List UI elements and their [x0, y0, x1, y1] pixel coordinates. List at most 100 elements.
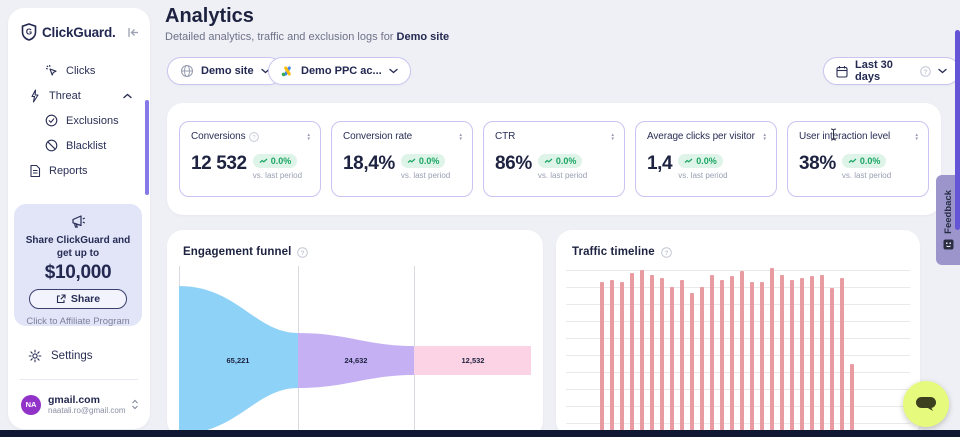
promo-text: Share ClickGuard and get up to	[25, 235, 131, 259]
engagement-funnel-chart: 65,221 24,632 12,532	[179, 266, 531, 437]
sort-icon[interactable]: ▲ ▼	[306, 131, 311, 141]
account-email: naatali.ro@gmail.com	[48, 406, 126, 416]
traffic-bar	[780, 275, 784, 437]
sidebar-item-reports[interactable]: Reports	[8, 158, 150, 183]
traffic-bar	[740, 271, 744, 437]
funnel-card-title: Engagement funnel ?	[167, 230, 543, 258]
traffic-bar	[710, 275, 714, 437]
traffic-bar	[840, 278, 844, 437]
kpi-label: Average clicks per visitor	[647, 131, 755, 142]
page-subtitle: Detailed analytics, traffic and exclusio…	[165, 31, 449, 43]
calendar-icon	[836, 65, 848, 78]
kpi-period: vs. last period	[252, 171, 303, 180]
sidebar-item-label: Blacklist	[66, 139, 107, 152]
help-circle-icon: ?	[920, 65, 931, 77]
traffic-bar	[620, 282, 624, 437]
date-range-dropdown[interactable]: Last 30 days ?	[823, 57, 960, 85]
kpi-period: vs. last period	[537, 171, 588, 180]
funnel-stage-2[interactable]	[298, 333, 414, 388]
sort-icon[interactable]: ▲ ▼	[762, 131, 767, 141]
svg-text:?: ?	[664, 249, 668, 256]
gridline	[566, 338, 910, 339]
page-scrollbar-thumb[interactable]	[955, 30, 960, 230]
kpi-panel: Conversions ? ▲ ▼ 12 532 0.0% vs. last pe…	[167, 103, 941, 215]
funnel-stage-1[interactable]	[179, 286, 298, 434]
site-selector-dropdown[interactable]: Demo site	[167, 57, 283, 85]
text-cursor	[830, 128, 837, 141]
sidebar-item-settings[interactable]: Settings	[8, 344, 150, 368]
logo-text: ClickGuard.	[42, 24, 116, 40]
traffic-timeline-card: Traffic timeline ?	[556, 230, 920, 437]
timeline-card-title: Traffic timeline ?	[556, 230, 920, 258]
svg-text:?: ?	[301, 249, 305, 256]
sidebar-item-clicks[interactable]: Clicks	[8, 58, 150, 83]
kpi-value: 1,4	[647, 153, 673, 174]
sidebar-collapse-icon[interactable]	[127, 27, 140, 38]
sidebar-item-label: Reports	[49, 164, 88, 177]
share-button[interactable]: Share	[29, 289, 127, 309]
sidebar-item-blacklist[interactable]: Blacklist	[8, 133, 150, 158]
sort-icon[interactable]: ▲ ▼	[610, 131, 615, 141]
promo-footer-link[interactable]: Click to Affiliate Program	[26, 316, 130, 327]
kpi-change-badge: 0.0%	[252, 154, 298, 168]
sidebar: G ClickGuard. Clicks Threat	[8, 8, 150, 429]
traffic-bar	[750, 282, 754, 437]
help-circle-icon: ?	[660, 246, 672, 258]
account-switcher[interactable]: NA gmail.com naatali.ro@gmail.com	[21, 394, 139, 415]
globe-icon	[180, 64, 194, 78]
page-title: Analytics	[165, 5, 254, 27]
share-button-label: Share	[70, 293, 101, 305]
threat-lightning-icon	[31, 88, 39, 103]
gridline	[566, 423, 910, 424]
report-document-icon	[30, 164, 41, 177]
traffic-bar	[680, 280, 684, 437]
kpi-value: 12 532	[191, 153, 247, 174]
svg-text:?: ?	[253, 135, 257, 141]
trend-up-icon	[407, 158, 416, 163]
svg-text:?: ?	[924, 68, 928, 75]
traffic-bar	[630, 273, 634, 437]
feedback-smiley-icon	[943, 239, 953, 250]
trend-up-icon	[684, 158, 693, 163]
gridline	[566, 270, 910, 271]
sidebar-scrollbar-thumb[interactable]	[145, 100, 149, 195]
kpi-label: Conversions ?	[191, 131, 260, 142]
gridline	[566, 287, 910, 288]
gridline	[566, 321, 910, 322]
ppc-account-value: Demo PPC ac...	[301, 65, 382, 77]
ppc-account-dropdown[interactable]: Demo PPC ac...	[268, 57, 411, 85]
sidebar-item-label: Threat	[49, 89, 81, 102]
kpi-card-ctr: CTR ▲ ▼ 86% 0.0% vs. last period	[483, 121, 625, 197]
kpi-value: 18,4%	[343, 153, 395, 174]
sort-icon[interactable]: ▲ ▼	[914, 131, 919, 141]
sidebar-item-threat[interactable]: Threat	[8, 83, 150, 108]
kpi-label: CTR	[495, 131, 516, 142]
traffic-bar	[650, 275, 654, 437]
trend-up-icon	[259, 158, 268, 163]
traffic-bar	[720, 280, 724, 437]
settings-label: Settings	[51, 350, 93, 362]
traffic-bar	[810, 276, 814, 437]
kpi-card-avg-clicks: Average clicks per visitor ▲ ▼ 1,4 0.0% v…	[635, 121, 777, 197]
traffic-bar	[690, 293, 694, 437]
gridline	[566, 372, 910, 373]
kpi-period: vs. last period	[678, 171, 728, 180]
traffic-bar	[790, 280, 794, 437]
funnel-stage-3[interactable]	[414, 346, 531, 375]
traffic-plot	[566, 268, 910, 437]
sort-icon[interactable]: ▲ ▼	[458, 131, 463, 141]
traffic-bar	[800, 278, 804, 437]
trend-up-icon	[544, 158, 553, 163]
funnel-value-label: 12,532	[461, 356, 485, 365]
chevron-up-icon[interactable]	[123, 93, 132, 99]
traffic-bar	[610, 280, 614, 437]
kpi-card-conversions: Conversions ? ▲ ▼ 12 532 0.0% vs. last pe…	[179, 121, 321, 197]
feedback-tab-label: Feedback	[942, 190, 954, 234]
chevron-down-icon	[938, 68, 947, 74]
funnel-value-label: 24,632	[344, 356, 368, 365]
chat-widget-button[interactable]	[903, 381, 949, 427]
external-link-icon	[56, 294, 66, 304]
kpi-value: 38%	[799, 153, 836, 174]
sidebar-item-exclusions[interactable]: Exclusions	[8, 108, 150, 133]
sidebar-nav: Clicks Threat Exclusions Blacklist	[8, 58, 150, 183]
